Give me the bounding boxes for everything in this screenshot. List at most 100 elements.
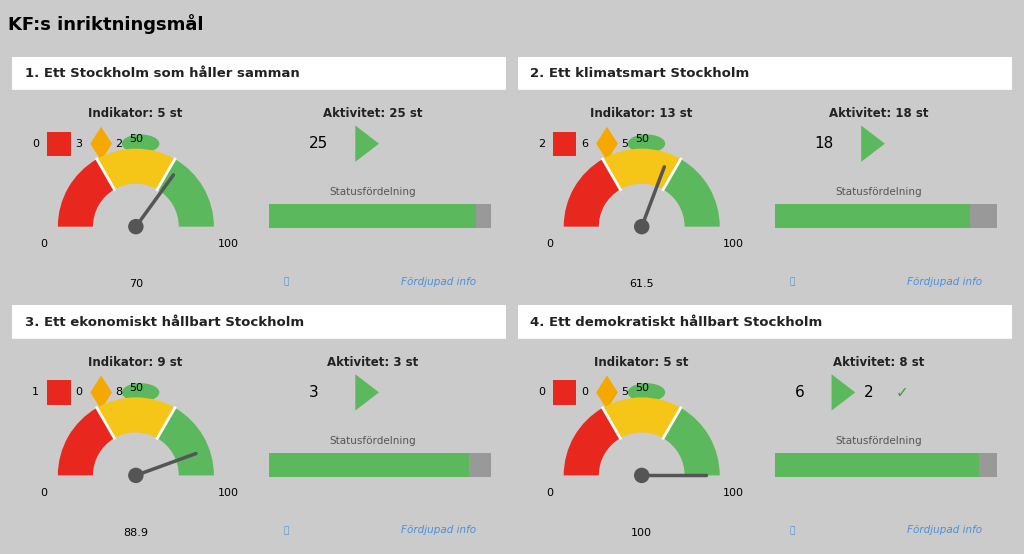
Text: KF:s inriktningsmål: KF:s inriktningsmål: [8, 14, 204, 34]
Polygon shape: [90, 376, 112, 409]
Text: 18: 18: [814, 136, 834, 151]
Bar: [47, 380, 71, 404]
Text: Fördjupad info: Fördjupad info: [401, 276, 476, 286]
Wedge shape: [664, 408, 720, 475]
Bar: [775, 204, 971, 228]
Polygon shape: [596, 127, 617, 161]
Text: 0: 0: [546, 488, 553, 497]
Text: 5: 5: [621, 138, 628, 148]
Circle shape: [635, 219, 649, 234]
Wedge shape: [603, 397, 681, 438]
Circle shape: [129, 468, 143, 483]
Bar: [775, 453, 997, 477]
Text: 50: 50: [635, 383, 649, 393]
Text: 2: 2: [863, 385, 873, 400]
Bar: [775, 204, 997, 228]
Text: 3. Ett ekonomiskt hållbart Stockholm: 3. Ett ekonomiskt hållbart Stockholm: [25, 316, 304, 329]
Bar: [269, 453, 469, 477]
Text: Statusfördelning: Statusfördelning: [330, 436, 416, 446]
Circle shape: [628, 135, 666, 153]
Wedge shape: [57, 408, 115, 475]
Text: 0: 0: [546, 239, 553, 249]
Text: 100: 100: [723, 239, 744, 249]
Circle shape: [122, 383, 160, 402]
Polygon shape: [831, 375, 855, 411]
Text: 100: 100: [217, 239, 239, 249]
Text: Aktivitet: 18 st: Aktivitet: 18 st: [828, 107, 928, 120]
Text: Indikator: 13 st: Indikator: 13 st: [591, 107, 692, 120]
Circle shape: [635, 468, 649, 483]
Text: 2: 2: [115, 138, 122, 148]
Text: 100: 100: [217, 488, 239, 497]
Text: Aktivitet: 25 st: Aktivitet: 25 st: [323, 107, 422, 120]
Wedge shape: [563, 159, 621, 227]
Text: Fördjupad info: Fördjupad info: [401, 525, 476, 535]
Wedge shape: [603, 148, 681, 189]
Text: 0: 0: [582, 387, 589, 397]
Text: 0: 0: [32, 138, 39, 148]
Text: 0: 0: [538, 387, 545, 397]
Text: 3: 3: [308, 385, 318, 400]
Text: 25: 25: [308, 136, 328, 151]
Text: Fördjupad info: Fördjupad info: [907, 276, 982, 286]
Text: Indikator: 9 st: Indikator: 9 st: [88, 356, 183, 369]
Polygon shape: [596, 376, 617, 409]
Polygon shape: [355, 375, 379, 411]
Wedge shape: [158, 159, 214, 227]
Text: 5: 5: [621, 387, 628, 397]
Wedge shape: [664, 159, 720, 227]
Text: Indikator: 5 st: Indikator: 5 st: [88, 107, 183, 120]
Text: 🔍: 🔍: [790, 277, 795, 286]
Bar: [269, 204, 475, 228]
Text: Aktivitet: 8 st: Aktivitet: 8 st: [833, 356, 924, 369]
Polygon shape: [90, 127, 112, 161]
Text: Indikator: 5 st: Indikator: 5 st: [594, 356, 689, 369]
Text: 50: 50: [129, 134, 143, 144]
Text: ✓: ✓: [896, 385, 908, 400]
Text: 100: 100: [723, 488, 744, 497]
Text: 🔍: 🔍: [284, 526, 289, 535]
Text: 🔍: 🔍: [284, 277, 289, 286]
Text: Statusfördelning: Statusfördelning: [836, 436, 922, 446]
Text: 2. Ett klimatsmart Stockholm: 2. Ett klimatsmart Stockholm: [530, 67, 750, 80]
Bar: [269, 204, 492, 228]
Text: 6: 6: [795, 385, 804, 400]
Wedge shape: [158, 408, 214, 475]
Wedge shape: [57, 159, 115, 227]
Text: 70: 70: [129, 279, 142, 289]
Text: 4. Ett demokratiskt hållbart Stockholm: 4. Ett demokratiskt hållbart Stockholm: [530, 316, 822, 329]
Text: 0: 0: [40, 488, 47, 497]
Text: 6: 6: [582, 138, 589, 148]
Text: 1: 1: [32, 387, 39, 397]
Text: 61.5: 61.5: [629, 279, 654, 289]
Text: 50: 50: [635, 134, 649, 144]
Text: 50: 50: [129, 383, 143, 393]
Circle shape: [129, 219, 143, 234]
Wedge shape: [97, 397, 175, 438]
Text: 8: 8: [115, 387, 122, 397]
Wedge shape: [563, 408, 621, 475]
Bar: [518, 57, 1012, 90]
Text: 1. Ett Stockholm som håller samman: 1. Ett Stockholm som håller samman: [25, 67, 299, 80]
Text: 🔍: 🔍: [790, 526, 795, 535]
Text: 0: 0: [76, 387, 83, 397]
Bar: [12, 305, 506, 339]
Bar: [553, 380, 577, 404]
Text: 100: 100: [631, 528, 652, 538]
Text: 3: 3: [76, 138, 83, 148]
Bar: [518, 305, 1012, 339]
Circle shape: [122, 135, 160, 153]
Wedge shape: [97, 148, 175, 189]
Text: 0: 0: [40, 239, 47, 249]
Text: 2: 2: [538, 138, 545, 148]
Text: Fördjupad info: Fördjupad info: [907, 525, 982, 535]
Text: Statusfördelning: Statusfördelning: [836, 187, 922, 197]
Text: 88.9: 88.9: [123, 528, 148, 538]
Bar: [12, 57, 506, 90]
Bar: [775, 453, 979, 477]
Circle shape: [628, 383, 666, 402]
Text: Statusfördelning: Statusfördelning: [330, 187, 416, 197]
Text: Aktivitet: 3 st: Aktivitet: 3 st: [327, 356, 418, 369]
Bar: [47, 131, 71, 156]
Polygon shape: [861, 126, 885, 162]
